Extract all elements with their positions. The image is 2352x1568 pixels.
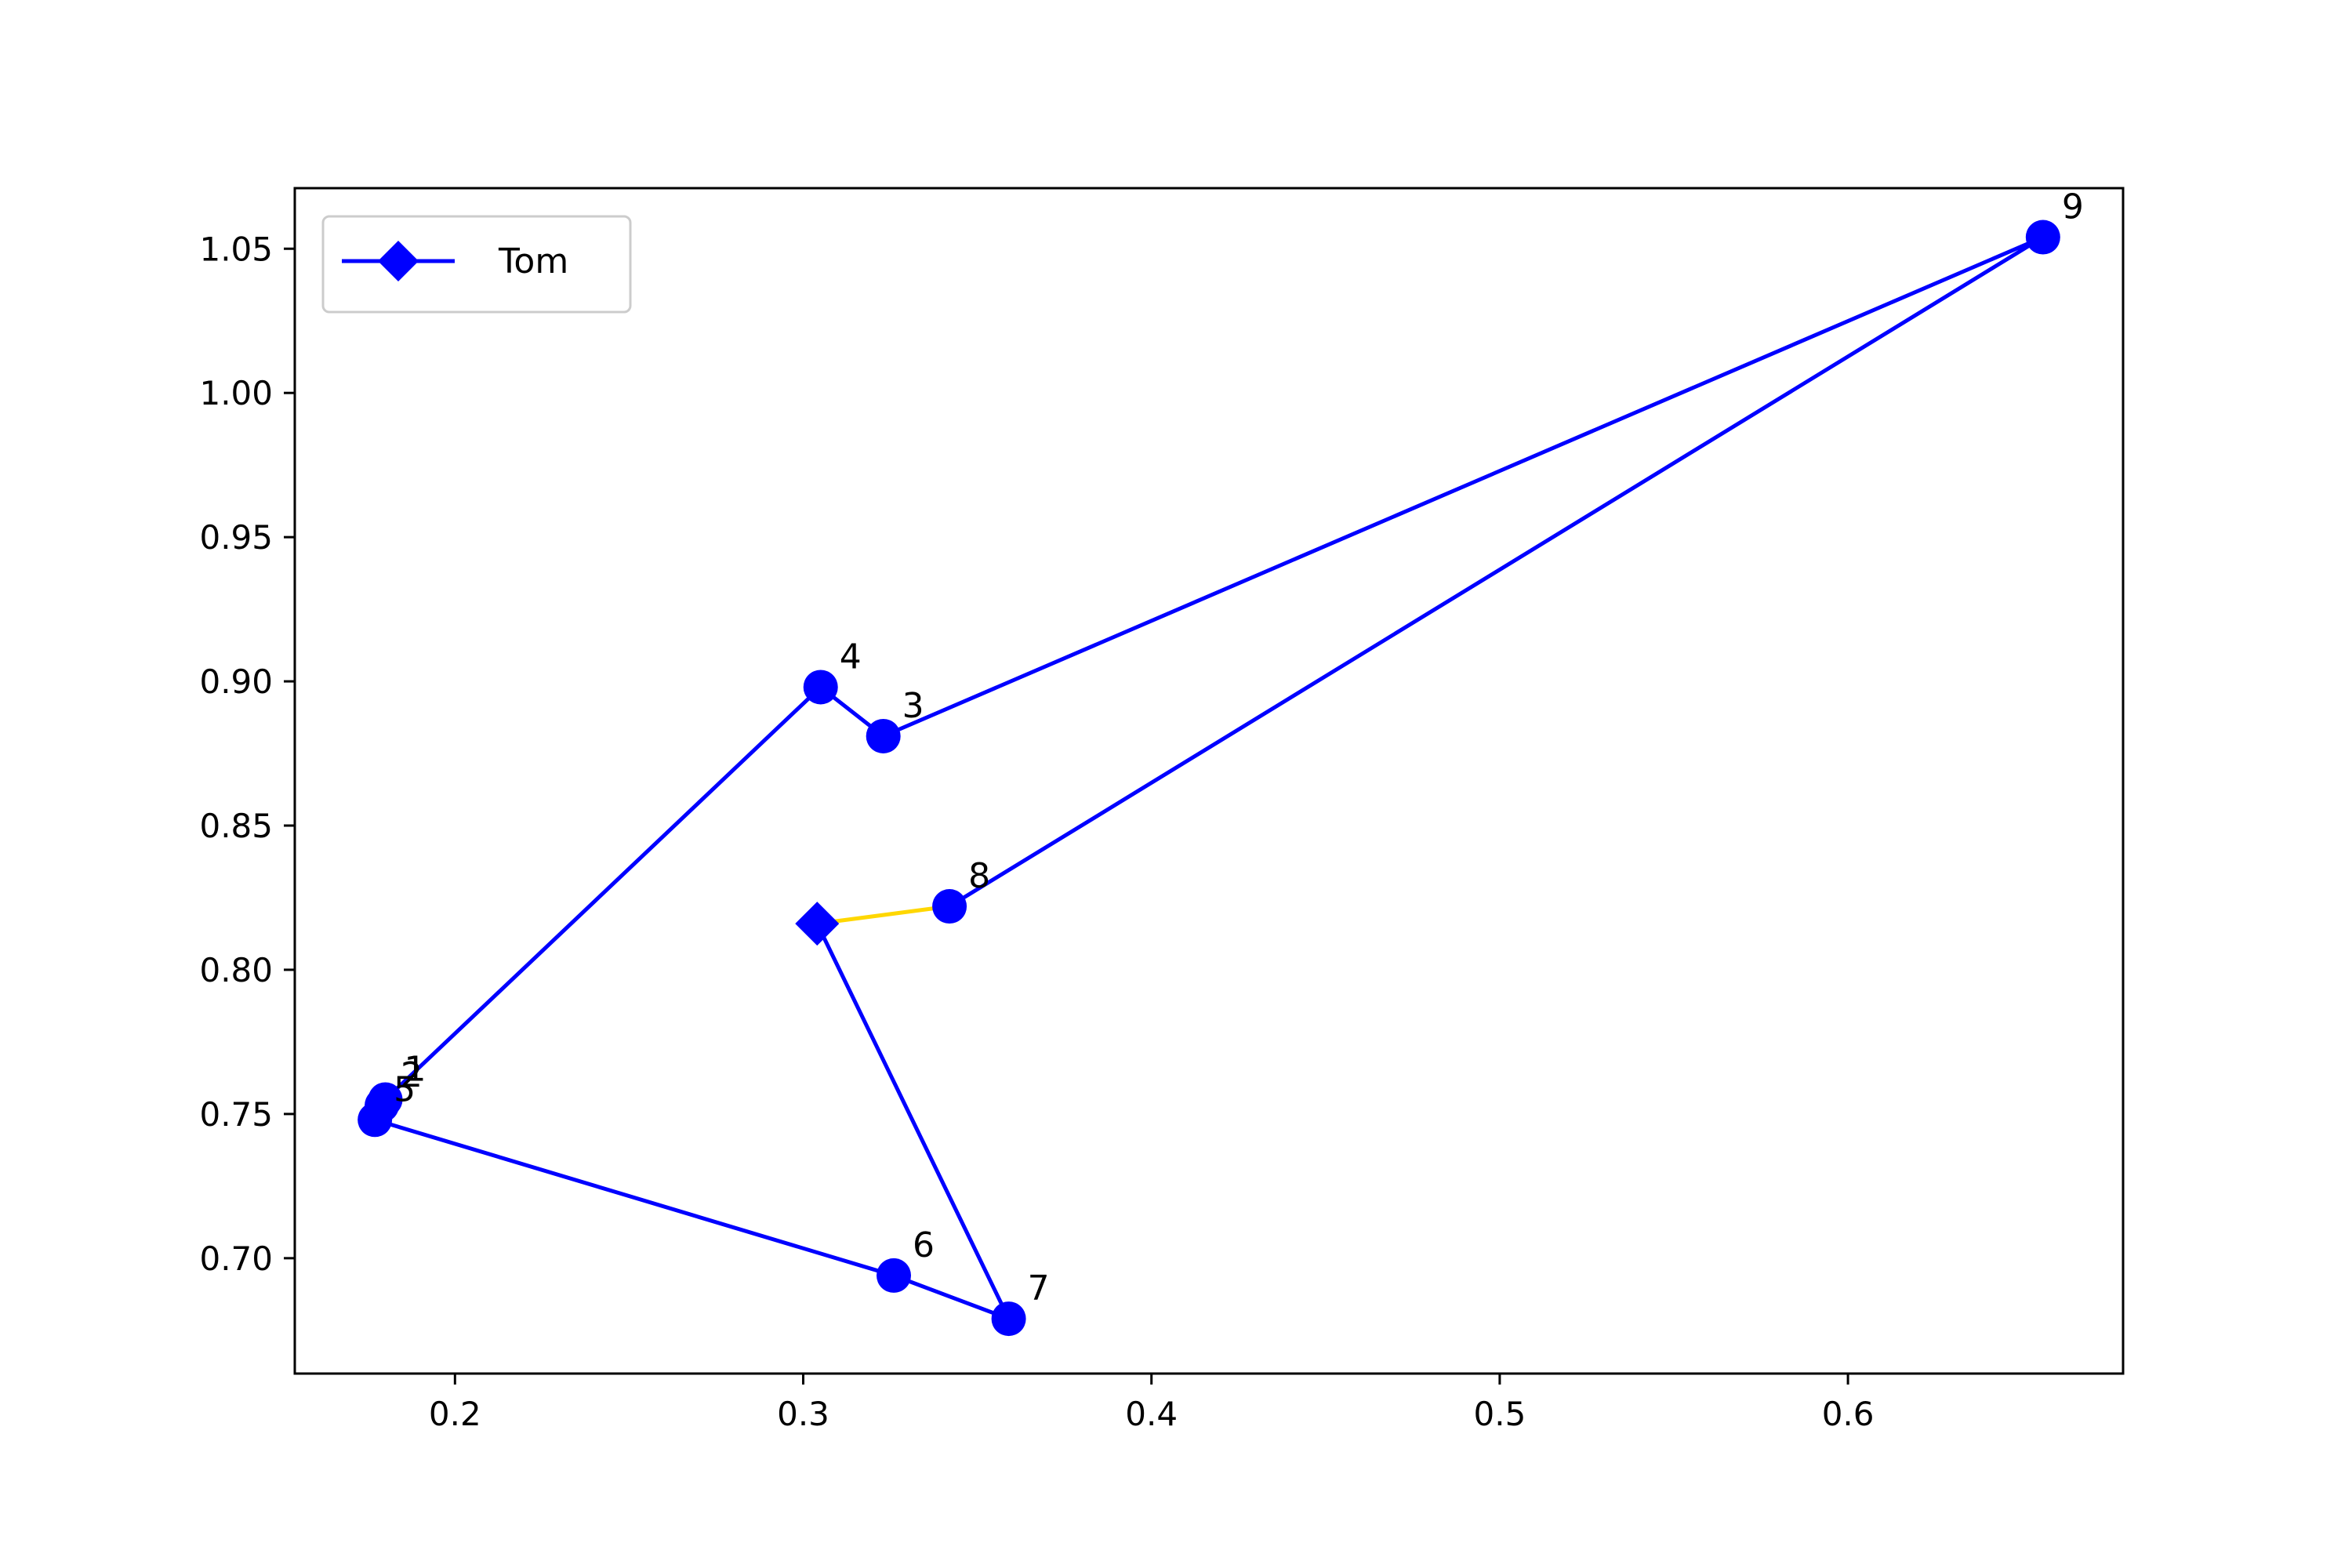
legend-label-tom: Tom [498,241,568,281]
y-tick-label: 0.90 [199,662,273,701]
x-tick-label: 0.5 [1474,1395,1526,1433]
y-tick-label: 0.75 [199,1095,273,1134]
y-tick-label: 0.85 [199,807,273,845]
data-point [803,670,838,705]
legend-diamond-icon [378,241,419,281]
data-point [358,1102,393,1138]
data-point [2025,220,2060,255]
end-marker-diamond [795,902,840,946]
x-tick-label: 0.4 [1125,1395,1178,1433]
series-line [815,923,1011,1320]
data-point [991,1301,1026,1337]
x-tick-label: 0.2 [429,1395,481,1433]
y-tick-label: 0.70 [199,1240,273,1278]
connector-line [816,904,950,926]
point-label: 3 [902,686,924,726]
y-tick-label: 1.05 [199,230,273,268]
point-label: 9 [2062,187,2084,227]
point-label: 4 [840,637,862,677]
point-label: 2 [401,1055,423,1095]
data-point [877,1258,912,1293]
plot-area: 1 43 9 8 25 6 7 [358,187,2084,1337]
point-label: 8 [968,856,990,896]
data-point [932,889,967,924]
point-label: 7 [1028,1269,1050,1308]
point-label: 1 [404,1050,426,1090]
point-label: 6 [913,1225,935,1265]
x-tick-label: 0.6 [1822,1395,1875,1433]
y-tick-label: 1.00 [199,374,273,412]
y-tick-label: 0.80 [199,951,273,989]
legend: Tom [321,215,632,314]
axes: 0.2 0.3 0.4 0.5 0.6 0.70 0.75 0.80 0.85 0.90 0.95 1… [199,230,1874,1433]
point-label: 5 [394,1069,416,1109]
plot-frame [293,187,2125,1375]
x-tick-label: 0.3 [777,1395,829,1433]
y-tick-label: 0.95 [199,518,273,557]
data-point [866,718,901,753]
legend-box [321,215,632,314]
